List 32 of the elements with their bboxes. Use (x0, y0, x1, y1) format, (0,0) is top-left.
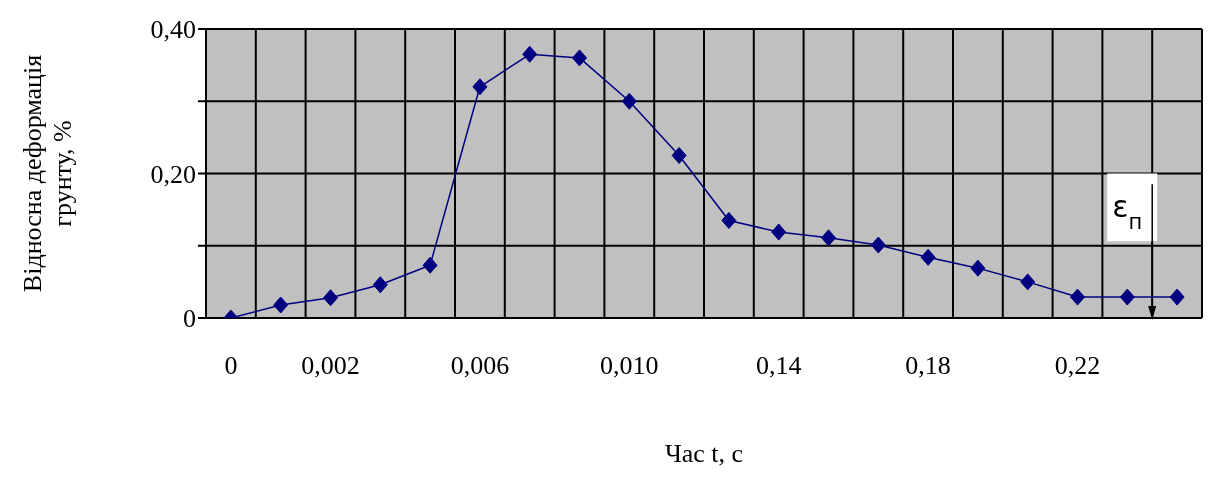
point (1020, 273, 1036, 291)
y-tick-label: 0 (183, 304, 196, 334)
point (1119, 288, 1135, 306)
x-tick-label: 0,22 (1054, 351, 1101, 381)
point (1070, 288, 1085, 306)
x-tick-label: 0,010 (600, 351, 659, 381)
x-tick-label: 0 (224, 351, 238, 381)
point (323, 289, 338, 307)
point (870, 236, 886, 254)
point (671, 146, 687, 164)
y-tick-label: 0,40 (150, 15, 196, 45)
x-tick-label: 0,006 (450, 351, 510, 381)
annotation: ε$_{п}$ (1112, 188, 1143, 234)
y-axis-title: Відносна деформація грунту, % (18, 54, 77, 293)
point (422, 256, 438, 274)
point (771, 223, 787, 241)
point (621, 92, 637, 110)
point (372, 276, 388, 294)
point (920, 248, 936, 266)
point (522, 45, 538, 63)
x-axis-title: Час t, с (664, 439, 744, 468)
x-tick-label: 0,002 (301, 351, 360, 381)
x-tick-label: 0,18 (905, 351, 951, 381)
point (970, 259, 986, 277)
point (821, 229, 836, 247)
y-tick-label: 0,20 (150, 159, 196, 189)
x-tick-label: 0,14 (755, 351, 802, 381)
point (572, 49, 587, 67)
point (1169, 288, 1185, 306)
point (721, 211, 737, 229)
point (472, 78, 488, 96)
point (273, 296, 289, 314)
